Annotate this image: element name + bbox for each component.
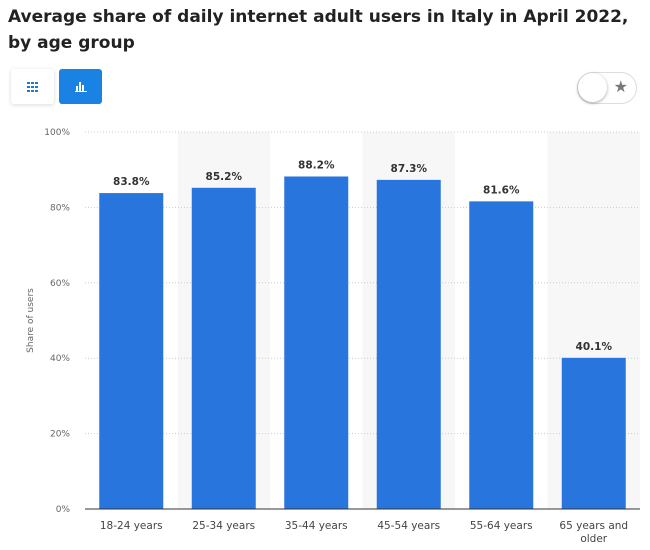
x-tick-label: 45-54 years bbox=[377, 520, 440, 532]
y-tick-label: 40% bbox=[50, 354, 70, 364]
data-label: 83.8% bbox=[113, 176, 150, 188]
y-axis-label: Share of users bbox=[26, 288, 36, 353]
chart-title: Average share of daily internet adult us… bbox=[8, 7, 629, 53]
bar bbox=[191, 187, 256, 509]
bar bbox=[469, 201, 534, 510]
x-tick-label: 18-24 years bbox=[100, 520, 163, 532]
x-tick-label: 55-64 years bbox=[470, 520, 533, 532]
star-icon: ★ bbox=[613, 77, 628, 96]
y-tick-label: 20% bbox=[50, 430, 70, 440]
y-tick-label: 60% bbox=[50, 279, 70, 289]
favorite-toggle[interactable]: ★ bbox=[577, 72, 637, 104]
bar-chart-icon bbox=[74, 82, 87, 92]
bar bbox=[561, 357, 626, 509]
data-label: 81.6% bbox=[483, 184, 520, 196]
data-label: 40.1% bbox=[576, 341, 613, 353]
bar bbox=[284, 176, 349, 509]
x-tick-label: older bbox=[580, 533, 607, 545]
x-tick-label: 65 years and bbox=[559, 520, 628, 532]
y-tick-label: 100% bbox=[44, 128, 70, 138]
bar bbox=[376, 179, 441, 509]
y-tick-label: 80% bbox=[50, 203, 70, 213]
chart-view-button[interactable] bbox=[59, 69, 102, 104]
data-label: 87.3% bbox=[391, 163, 428, 175]
bar bbox=[99, 193, 164, 509]
grid-icon bbox=[26, 81, 38, 92]
y-tick-label: 0% bbox=[56, 505, 71, 515]
x-tick-label: 35-44 years bbox=[285, 520, 348, 532]
x-tick-label: 25-34 years bbox=[192, 520, 255, 532]
data-label: 85.2% bbox=[206, 171, 243, 183]
toggle-knob[interactable] bbox=[578, 73, 607, 102]
data-label: 88.2% bbox=[298, 159, 335, 171]
table-view-button[interactable] bbox=[11, 69, 54, 104]
